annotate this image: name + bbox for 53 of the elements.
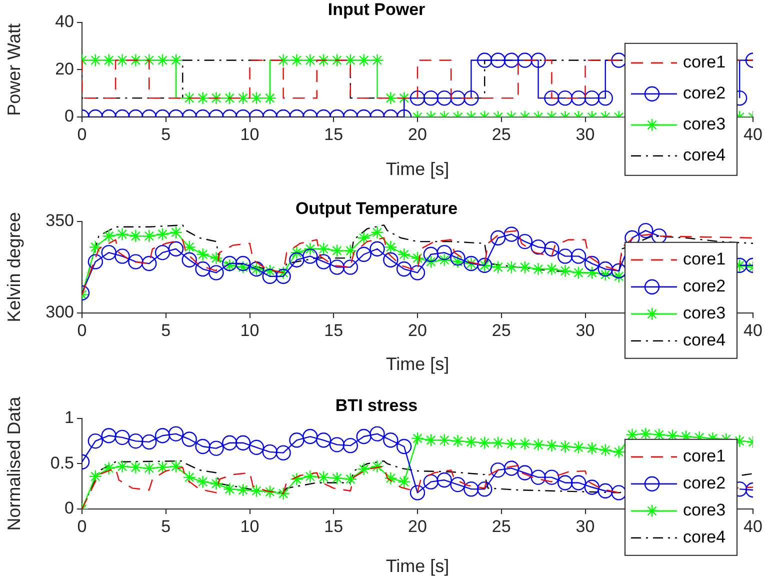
legend-label: core4 (683, 146, 726, 165)
x-tick-label: 30 (576, 124, 595, 144)
chart-title: Input Power (328, 0, 426, 19)
x-tick-label: 30 (576, 516, 595, 536)
legend-label: core3 (683, 304, 726, 323)
x-tick-label: 40 (744, 320, 762, 340)
x-tick-label: 5 (161, 124, 171, 144)
x-tick-label: 0 (77, 124, 87, 144)
y-tick-label: 350 (46, 211, 74, 230)
x-tick-label: 0 (77, 516, 87, 536)
y-tick-label: 20 (55, 59, 74, 78)
legend-label: core4 (683, 528, 726, 547)
legend-label: core3 (683, 114, 726, 134)
x-axis-title: Time [s] (386, 159, 450, 180)
y-tick-label: 40 (55, 12, 74, 32)
x-tick-label: 15 (324, 516, 344, 536)
chart-title: Output Temperature (295, 198, 458, 218)
x-tick-label: 15 (324, 124, 344, 144)
x-tick-label: 40 (744, 124, 762, 144)
x-tick-label: 25 (492, 320, 511, 340)
x-tick-label: 15 (324, 320, 344, 340)
y-tick-label: 0.5 (50, 453, 74, 472)
legend-label: core2 (683, 474, 726, 493)
legend-label: core1 (683, 52, 726, 72)
legend-label: core1 (683, 250, 726, 269)
x-tick-label: 10 (240, 516, 260, 536)
x-tick-label: 40 (744, 516, 762, 536)
legend-label: core4 (683, 330, 726, 350)
x-tick-label: 20 (408, 320, 427, 340)
x-tick-label: 0 (77, 320, 87, 340)
y-tick-label: 300 (46, 302, 74, 322)
legend-label: core2 (683, 84, 726, 103)
x-tick-label: 5 (161, 516, 171, 536)
x-axis-title: Time [s] (386, 354, 450, 374)
x-tick-label: 10 (240, 124, 260, 144)
x-tick-label: 25 (492, 124, 511, 144)
y-axis-title: Kelvin degree (4, 212, 24, 322)
x-tick-label: 20 (408, 516, 427, 536)
legend-label: core3 (683, 500, 726, 520)
x-tick-label: 20 (408, 124, 427, 144)
chart-title: BTI stress (335, 396, 418, 415)
x-tick-label: 30 (576, 320, 595, 340)
x-axis-title: Time [s] (386, 556, 450, 576)
x-tick-label: 10 (240, 320, 260, 340)
y-axis-title: Power Watt (4, 24, 24, 116)
y-tick-label: 0 (64, 106, 74, 126)
x-tick-label: 5 (161, 320, 171, 340)
x-tick-label: 25 (492, 516, 511, 536)
y-axis-title: Normalised Data (4, 396, 24, 531)
y-tick-label: 0 (64, 498, 74, 518)
legend-label: core2 (683, 276, 726, 296)
y-tick-label: 1 (64, 408, 74, 428)
legend-label: core1 (683, 446, 726, 466)
